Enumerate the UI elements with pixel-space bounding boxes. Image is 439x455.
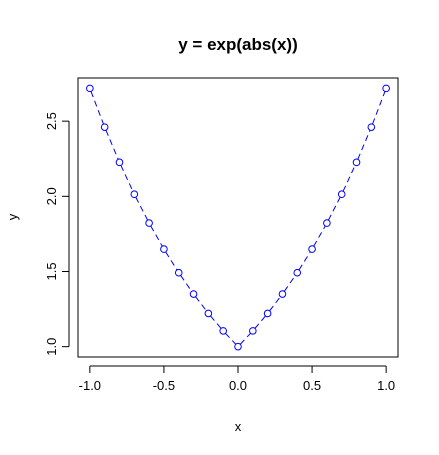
data-point bbox=[278, 290, 287, 298]
x-tick-label: 0.5 bbox=[303, 378, 321, 393]
series-line-segment bbox=[165, 251, 178, 271]
x-tick-label: -0.5 bbox=[153, 378, 175, 393]
series-line-segment bbox=[105, 130, 119, 160]
data-point bbox=[189, 290, 198, 298]
data-point bbox=[115, 158, 124, 167]
series-line-segment bbox=[90, 91, 104, 125]
y-tick-label: 2.5 bbox=[44, 112, 59, 130]
y-tick-label: 1.0 bbox=[44, 338, 59, 356]
series-line-segment bbox=[120, 165, 134, 192]
data-point bbox=[234, 342, 242, 351]
series-line-segment bbox=[298, 251, 311, 271]
x-tick-label: -1.0 bbox=[79, 378, 101, 393]
x-axis-label: x bbox=[235, 419, 242, 434]
x-tick-label: 0.0 bbox=[229, 378, 247, 393]
y-axis-label: y bbox=[5, 213, 20, 220]
data-point bbox=[86, 84, 94, 93]
data-point bbox=[323, 219, 331, 227]
series-line-segment bbox=[327, 196, 341, 221]
data-point bbox=[337, 190, 346, 199]
series-line-segment bbox=[210, 315, 222, 329]
y-tick-label: 1.5 bbox=[44, 262, 59, 280]
data-point bbox=[145, 219, 153, 227]
data-point bbox=[308, 245, 316, 253]
series-line-segment bbox=[283, 275, 296, 292]
data-point bbox=[293, 268, 302, 277]
series-line-segment bbox=[269, 296, 281, 312]
series-line-segment bbox=[150, 225, 163, 247]
chart-title: y = exp(abs(x)) bbox=[178, 35, 298, 54]
y-tick-label: 2.0 bbox=[44, 187, 59, 205]
plot-frame bbox=[77, 77, 399, 358]
series-line-segment bbox=[225, 332, 237, 345]
series-line-segment bbox=[372, 91, 386, 125]
series-line-segment bbox=[357, 130, 371, 160]
data-point bbox=[219, 327, 227, 335]
data-point bbox=[367, 123, 376, 131]
data-point bbox=[204, 309, 213, 318]
data-point bbox=[382, 84, 390, 93]
series-line-segment bbox=[135, 196, 149, 221]
series-line-segment bbox=[313, 225, 326, 247]
data-point bbox=[263, 309, 272, 318]
series-line-segment bbox=[254, 315, 266, 329]
series-line-segment bbox=[239, 332, 251, 345]
series-line-segment bbox=[180, 275, 193, 292]
x-tick-label: 1.0 bbox=[377, 378, 395, 393]
data-point bbox=[100, 123, 109, 131]
series-line-segment bbox=[342, 165, 356, 192]
data-point bbox=[174, 268, 183, 277]
series-line-segment bbox=[195, 296, 207, 312]
data-point bbox=[160, 245, 168, 253]
data-point bbox=[249, 327, 257, 335]
data-point bbox=[130, 190, 139, 199]
data-point bbox=[352, 158, 361, 167]
